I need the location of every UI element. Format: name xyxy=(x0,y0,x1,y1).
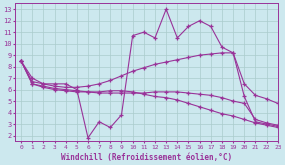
X-axis label: Windchill (Refroidissement éolien,°C): Windchill (Refroidissement éolien,°C) xyxy=(61,152,232,162)
